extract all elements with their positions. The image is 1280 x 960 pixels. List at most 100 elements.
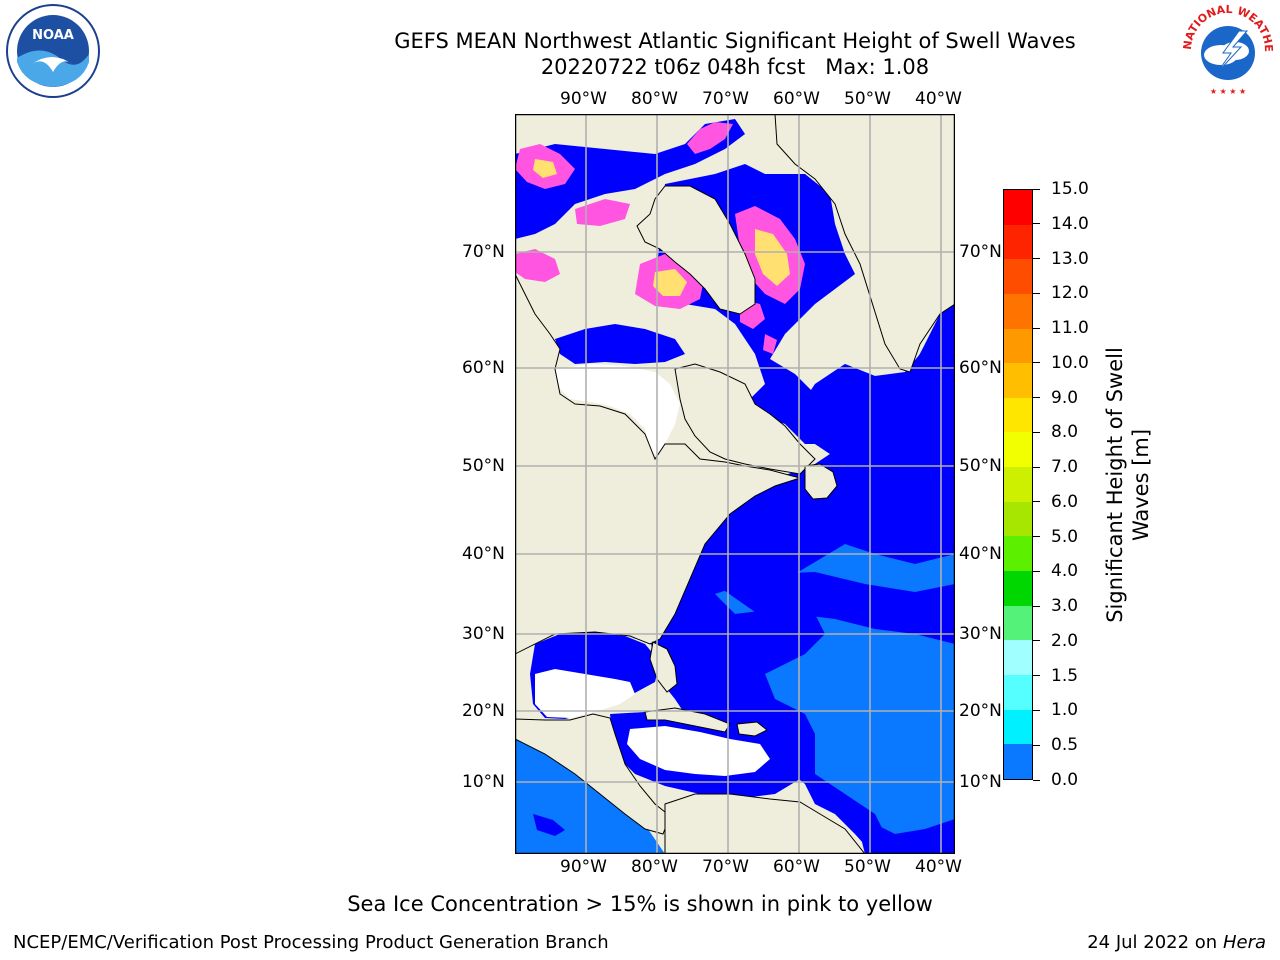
colorbar-segment bbox=[1004, 744, 1032, 779]
lat-label-left-40n: 40°N bbox=[462, 544, 505, 564]
colorbar-tick-label: 7.0 bbox=[1051, 457, 1079, 478]
lon-label-top-70w: 70°W bbox=[702, 89, 749, 109]
colorbar-segment bbox=[1004, 501, 1032, 537]
colorbar-tick-label: 0.5 bbox=[1051, 735, 1079, 756]
colorbar-segment bbox=[1004, 467, 1032, 502]
lat-label-right-30n: 30°N bbox=[959, 624, 1002, 644]
lat-label-left-50n: 50°N bbox=[462, 456, 505, 476]
colorbar-tick-label: 1.5 bbox=[1051, 665, 1079, 686]
low-swell-south bbox=[855, 814, 955, 854]
colorbar-tick-label: 5.0 bbox=[1051, 526, 1079, 547]
sea-ice-labrador bbox=[763, 334, 777, 354]
colorbar-segment bbox=[1004, 190, 1032, 225]
lon-label-top-50w: 50°W bbox=[844, 89, 891, 109]
lat-label-right-10n: 10°N bbox=[959, 772, 1002, 792]
colorbar-tick-label: 8.0 bbox=[1051, 422, 1079, 443]
lon-label-bottom-40w: 40°W bbox=[915, 857, 962, 877]
lon-label-bottom-60w: 60°W bbox=[773, 857, 820, 877]
sea-ice-baffin-core bbox=[755, 229, 790, 286]
gulf-of-mexico-no-data bbox=[535, 669, 635, 718]
colorbar-segment bbox=[1004, 432, 1032, 468]
caribbean-no-data bbox=[627, 726, 770, 776]
lat-label-right-40n: 40°N bbox=[959, 544, 1002, 564]
lon-label-bottom-90w: 90°W bbox=[560, 857, 607, 877]
cuba-land bbox=[644, 707, 731, 733]
map-gridlines bbox=[515, 114, 955, 854]
lat-label-left-10n: 10°N bbox=[462, 772, 505, 792]
colorbar-tick-label: 4.0 bbox=[1051, 561, 1079, 582]
colorbar-tick-label: 11.0 bbox=[1051, 318, 1089, 339]
sea-ice-channels bbox=[575, 199, 630, 226]
sea-ice-baffin-north bbox=[687, 122, 733, 154]
colorbar-tick bbox=[1033, 223, 1040, 225]
colorbar-tick-label: 0.0 bbox=[1051, 770, 1079, 790]
colorbar-tick bbox=[1033, 431, 1040, 433]
hispaniola-land bbox=[736, 721, 768, 737]
colorbar-tick bbox=[1033, 675, 1040, 677]
lat-label-left-60n: 60°N bbox=[462, 358, 505, 378]
colorbar-tick-label: 12.0 bbox=[1051, 283, 1089, 304]
colorbar-segment bbox=[1004, 536, 1032, 572]
lon-label-top-80w: 80°W bbox=[631, 89, 678, 109]
colorbar-segment bbox=[1004, 397, 1032, 433]
colorbar-tick bbox=[1033, 397, 1040, 399]
sea-ice-west bbox=[515, 249, 560, 282]
colorbar-segment bbox=[1004, 328, 1032, 364]
colorbar-tick bbox=[1033, 466, 1040, 468]
footer-date-text: 24 Jul 2022 on bbox=[1087, 932, 1223, 953]
lon-label-bottom-50w: 50°W bbox=[844, 857, 891, 877]
colorbar-tick bbox=[1033, 501, 1040, 503]
nws-logo: NATIONAL WEATHER SERVICE ★ ★ ★ ★ bbox=[1177, 1, 1275, 96]
colorbar-tick-label: 6.0 bbox=[1051, 491, 1079, 512]
colorbar-title-wrap: Significant Height of Swell Waves [m] bbox=[1102, 300, 1154, 670]
colorbar-tick-label: 13.0 bbox=[1051, 248, 1089, 269]
lon-label-top-40w: 40°W bbox=[915, 89, 962, 109]
colorbar-tick-label: 9.0 bbox=[1051, 387, 1079, 408]
colorbar-tick-labels: 15.0 14.0 13.0 12.0 11.0 10.0 9.0 8.0 7.0 6.0 5.0 4… bbox=[1051, 179, 1111, 791]
footer-host: Hera bbox=[1222, 932, 1266, 953]
lat-label-left-20n: 20°N bbox=[462, 701, 505, 721]
colorbar-tick-label: 15.0 bbox=[1051, 179, 1089, 199]
colorbar-tick bbox=[1033, 570, 1040, 572]
colorbar-segment bbox=[1004, 709, 1032, 745]
map-frame bbox=[515, 114, 955, 854]
noaa-logo: NOAA bbox=[6, 4, 100, 98]
lat-label-right-60n: 60°N bbox=[959, 358, 1002, 378]
swell-height-map bbox=[515, 114, 955, 854]
colorbar-segment bbox=[1004, 605, 1032, 641]
map-title: GEFS MEAN Northwest Atlantic Significant… bbox=[394, 29, 1076, 53]
footer-date: 24 Jul 2022 on Hera bbox=[1087, 932, 1266, 954]
colorbar-tick-label: 14.0 bbox=[1051, 213, 1089, 234]
colorbar-tick bbox=[1033, 536, 1040, 538]
colorbar-segment bbox=[1004, 293, 1032, 329]
colorbar-tick bbox=[1033, 258, 1040, 260]
arctic-channels-water bbox=[515, 119, 745, 239]
colorbar-segment bbox=[1004, 363, 1032, 398]
colorbar-segment bbox=[1004, 259, 1032, 294]
colorbar-tick bbox=[1033, 779, 1040, 781]
greenland-land bbox=[774, 114, 955, 373]
pacific-low-swell bbox=[533, 814, 565, 836]
colorbar-tick-marks bbox=[1033, 188, 1043, 781]
colorbar-tick bbox=[1033, 327, 1040, 329]
lat-label-right-50n: 50°N bbox=[959, 456, 1002, 476]
lat-label-left-30n: 30°N bbox=[462, 624, 505, 644]
colorbar-tick bbox=[1033, 709, 1040, 711]
lon-label-top-90w: 90°W bbox=[560, 89, 607, 109]
hudson-bay-water bbox=[555, 324, 685, 364]
colorbar-tick-label: 2.0 bbox=[1051, 630, 1079, 651]
lat-label-right-20n: 20°N bbox=[959, 701, 1002, 721]
colorbar-segment bbox=[1004, 224, 1032, 260]
lat-label-right-70n: 70°N bbox=[959, 242, 1002, 262]
lon-label-top-60w: 60°W bbox=[773, 89, 820, 109]
south-america-land bbox=[664, 793, 866, 854]
colorbar-segment bbox=[1004, 674, 1032, 710]
lon-label-bottom-80w: 80°W bbox=[631, 857, 678, 877]
colorbar-tick-label: 10.0 bbox=[1051, 352, 1089, 373]
colorbar-tick-label: 1.0 bbox=[1051, 700, 1079, 721]
colorbar-title-line1: Significant Height of Swell bbox=[1103, 347, 1127, 623]
noaa-logo-text: NOAA bbox=[32, 28, 74, 43]
low-swell-coastal-band bbox=[650, 304, 955, 854]
central-america-land bbox=[515, 713, 671, 835]
colorbar-title-line2: Waves [m] bbox=[1129, 428, 1153, 542]
